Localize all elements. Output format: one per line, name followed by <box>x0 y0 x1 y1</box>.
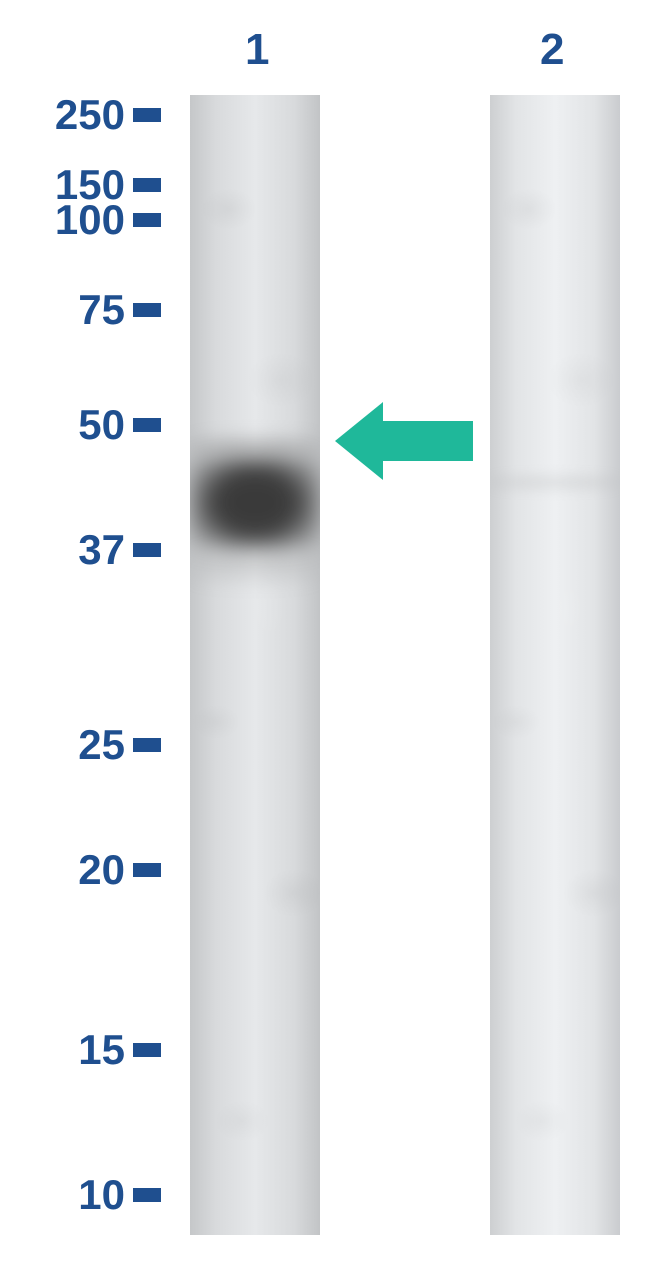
lane-1-band <box>190 550 320 580</box>
marker-tick <box>133 738 161 752</box>
marker-tick <box>133 178 161 192</box>
lane-1-band <box>190 435 320 460</box>
marker-tick <box>133 418 161 432</box>
marker-tick <box>133 543 161 557</box>
marker-label: 37 <box>78 526 125 574</box>
lane-2-band <box>490 475 620 490</box>
marker-label: 250 <box>55 91 125 139</box>
marker-label: 15 <box>78 1026 125 1074</box>
marker-tick <box>133 1043 161 1057</box>
marker-label: 25 <box>78 721 125 769</box>
marker-label: 10 <box>78 1171 125 1219</box>
arrow-tail <box>383 421 473 461</box>
marker-label: 50 <box>78 401 125 449</box>
marker-tick <box>133 213 161 227</box>
lane-2-label: 2 <box>540 25 564 75</box>
marker-tick <box>133 863 161 877</box>
marker-tick <box>133 1188 161 1202</box>
marker-label: 75 <box>78 286 125 334</box>
lane-noise <box>190 95 320 1235</box>
arrow-head <box>335 402 383 480</box>
marker-tick <box>133 303 161 317</box>
lane-1-band <box>190 455 320 550</box>
lane-1-label: 1 <box>245 25 269 75</box>
marker-tick <box>133 108 161 122</box>
band-indicator-arrow-icon <box>335 402 473 480</box>
marker-label: 100 <box>55 196 125 244</box>
marker-label: 20 <box>78 846 125 894</box>
lane-2 <box>490 95 620 1235</box>
lane-1 <box>190 95 320 1235</box>
lane-noise <box>490 95 620 1235</box>
